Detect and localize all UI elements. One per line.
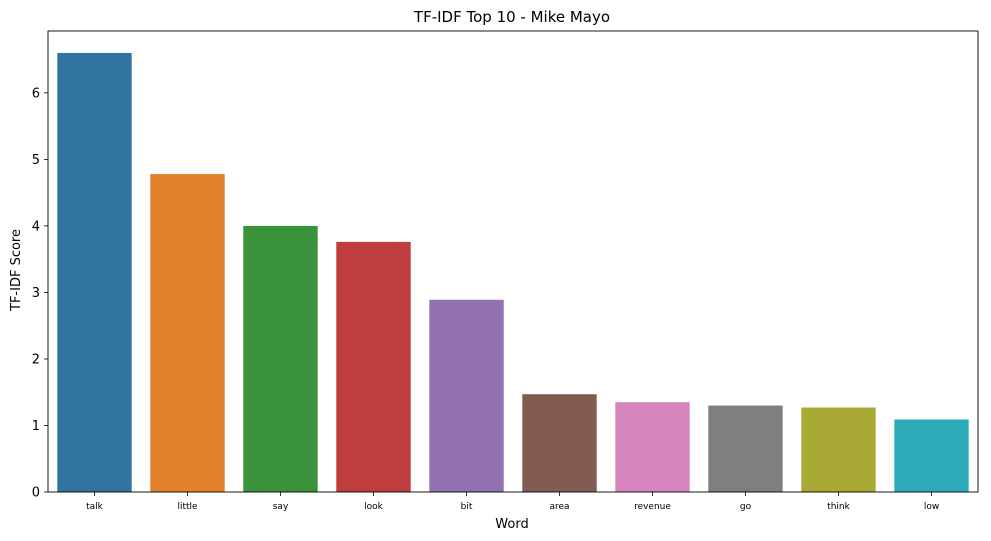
y-tick-label: 0 — [32, 486, 40, 501]
bar-go — [708, 405, 783, 492]
x-tick-label: look — [364, 502, 384, 512]
x-tick-label: revenue — [634, 502, 671, 512]
x-axis: talk little say look bit area revenue go think lo… — [86, 492, 939, 512]
bar-talk — [57, 52, 132, 492]
x-tick-label: think — [827, 502, 850, 512]
x-tick-label: talk — [86, 502, 104, 512]
bar-little — [150, 174, 225, 493]
bar-area — [522, 394, 597, 492]
bar-low — [894, 419, 969, 492]
x-tick-label: bit — [461, 502, 473, 512]
y-axis: 0 1 2 3 4 5 6 — [32, 86, 48, 501]
x-tick-label: little — [177, 502, 198, 512]
bar-think — [801, 407, 876, 492]
y-axis-label: TF-IDF Score — [9, 229, 24, 312]
bar-bit — [429, 299, 504, 492]
x-tick-label: low — [924, 502, 939, 512]
y-tick-label: 5 — [32, 153, 40, 168]
plot-frame — [47, 30, 979, 493]
x-axis-label: Word — [495, 517, 528, 532]
bar-look — [336, 241, 411, 492]
x-tick-label: area — [549, 502, 569, 512]
y-tick-label: 4 — [32, 219, 40, 234]
x-tick-label: say — [273, 502, 289, 512]
bar-say — [243, 225, 318, 493]
y-tick-label: 3 — [32, 286, 40, 301]
x-tick-label: go — [740, 502, 752, 512]
chart-title: TF-IDF Top 10 - Mike Mayo — [413, 8, 610, 26]
y-tick-label: 6 — [32, 86, 40, 101]
bars-group — [57, 52, 969, 493]
bar-revenue — [615, 402, 690, 492]
y-tick-label: 2 — [32, 352, 40, 367]
y-tick-label: 1 — [32, 419, 40, 434]
